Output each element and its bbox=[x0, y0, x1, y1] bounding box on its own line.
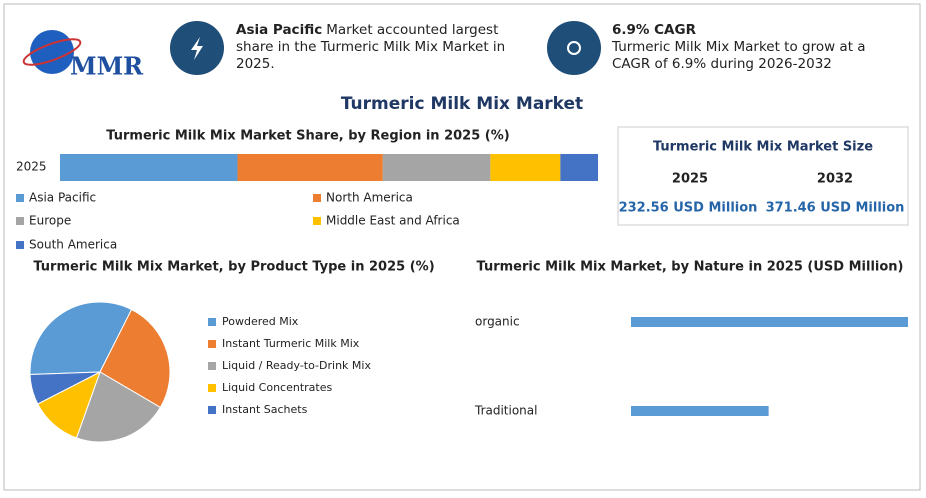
bar-segment bbox=[490, 154, 561, 181]
highlight-bold: 6.9% CAGR bbox=[612, 22, 696, 38]
size-box bbox=[617, 126, 909, 226]
legend-label: Middle East and Africa bbox=[326, 214, 460, 228]
legend-swatch bbox=[208, 384, 216, 392]
legend-swatch bbox=[208, 406, 216, 414]
pie-slice bbox=[75, 371, 162, 443]
chart-title: Turmeric Milk Mix Market, by Nature in 2… bbox=[477, 260, 904, 275]
bar-segment bbox=[560, 154, 598, 181]
legend-swatch bbox=[208, 318, 216, 326]
highlight: 6.9% CAGR Turmeric Milk Mix Market to gro… bbox=[612, 22, 907, 73]
legend-swatch bbox=[313, 217, 321, 225]
highlight-bold: Asia Pacific bbox=[236, 22, 323, 38]
pie-slice bbox=[99, 308, 171, 409]
size-value: 371.46 USD Million bbox=[766, 201, 905, 216]
legend-swatch bbox=[16, 194, 24, 202]
highlight: Asia Pacific Market accounted largest sha… bbox=[236, 22, 536, 73]
legend-swatch bbox=[313, 194, 321, 202]
legend-swatch bbox=[16, 241, 24, 249]
logo-ring bbox=[22, 38, 82, 66]
frame bbox=[3, 3, 921, 491]
bar bbox=[631, 317, 908, 327]
legend-label: Liquid / Ready-to-Drink Mix bbox=[222, 359, 371, 372]
legend-swatch bbox=[208, 362, 216, 370]
bolt bbox=[191, 37, 203, 60]
legend-swatch bbox=[16, 217, 24, 225]
legend-label: Instant Turmeric Milk Mix bbox=[222, 337, 360, 350]
chart-title: Turmeric Milk Mix Market, by Product Typ… bbox=[33, 260, 434, 275]
chart-title: Turmeric Milk Mix Market Share, by Regio… bbox=[106, 129, 509, 144]
y-tick-label: 2025 bbox=[16, 160, 47, 174]
bar-segment bbox=[382, 154, 491, 181]
pie-slice bbox=[29, 371, 101, 405]
legend-label: South America bbox=[29, 238, 117, 252]
legend-label: Liquid Concentrates bbox=[222, 381, 333, 394]
bar-segment bbox=[237, 154, 383, 181]
category-label: organic bbox=[475, 315, 520, 329]
legend-label: Europe bbox=[29, 214, 71, 228]
legend-swatch bbox=[208, 340, 216, 348]
bar bbox=[631, 406, 769, 416]
legend-label: Instant Sachets bbox=[222, 403, 308, 416]
icon-growth bbox=[547, 21, 601, 75]
size-value: 232.56 USD Million bbox=[619, 201, 758, 216]
bar-segment bbox=[60, 154, 238, 181]
highlight-text: Turmeric Milk Mix Market to grow at a CA… bbox=[612, 39, 866, 72]
size-year: 2025 bbox=[672, 172, 708, 187]
legend-label: Powdered Mix bbox=[222, 315, 299, 328]
size-title: Turmeric Milk Mix Market Size bbox=[653, 140, 873, 155]
size-year: 2032 bbox=[817, 172, 853, 187]
growth-glyph bbox=[567, 41, 581, 55]
logo-globe bbox=[30, 30, 74, 74]
logo-text: MMR bbox=[70, 52, 144, 81]
highlight-text: Market accounted largest share in the Tu… bbox=[236, 22, 506, 72]
legend-label: North America bbox=[326, 191, 413, 205]
main-title: Turmeric Milk Mix Market bbox=[341, 94, 583, 114]
category-label: Traditional bbox=[474, 404, 537, 418]
pie-slice bbox=[29, 301, 133, 375]
legend-label: Asia Pacific bbox=[29, 191, 96, 205]
